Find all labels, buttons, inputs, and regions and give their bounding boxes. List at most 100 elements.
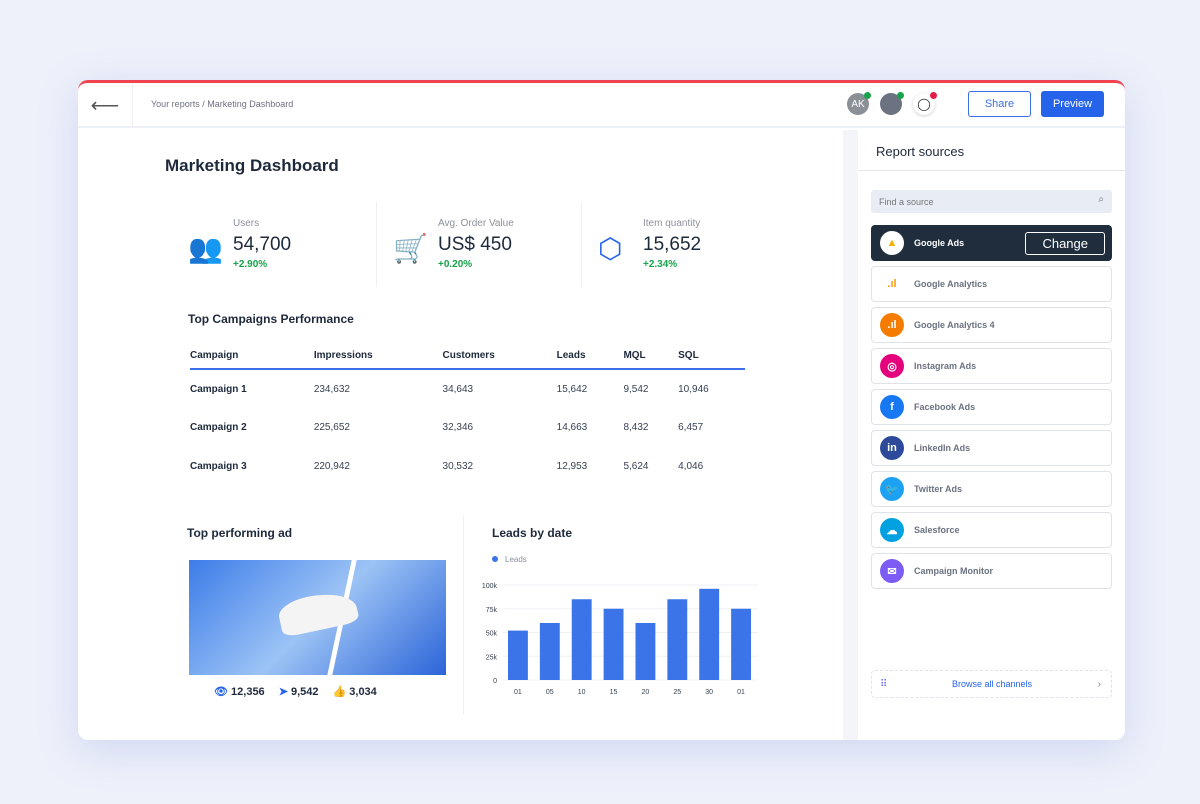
- table-cell: 15,642: [556, 383, 588, 395]
- divider: [376, 202, 377, 287]
- change-source-button[interactable]: Change: [1025, 231, 1105, 255]
- table-cell: Campaign 1: [190, 383, 247, 395]
- table-cell: 6,457: [678, 422, 704, 433]
- users-icon: 👥: [188, 233, 223, 264]
- top-ad-title: Top performing ad: [187, 526, 293, 540]
- table-row: Campaign 2 225,652 32,346 14,663 8,432 6,457: [190, 408, 745, 447]
- panel-title: Report sources: [876, 144, 965, 159]
- breadcrumb[interactable]: Your reports / Marketing Dashboard: [151, 99, 294, 109]
- report-sources-panel: Report sources ⌕ ▲ Google Ads Change .ıl…: [858, 130, 1125, 740]
- kpi-card: 👥 Users 54,700 +2.90%: [188, 218, 292, 270]
- source-logo-icon: ☁: [880, 518, 904, 542]
- source-item[interactable]: ☁ Salesforce: [871, 512, 1112, 548]
- source-item[interactable]: ◎ Instagram Ads: [871, 348, 1112, 384]
- back-arrow-icon[interactable]: ⟵: [78, 83, 133, 128]
- bar: [667, 599, 688, 680]
- x-tick-label: 01: [737, 689, 745, 696]
- source-item[interactable]: ✉ Campaign Monitor: [871, 553, 1112, 589]
- source-item[interactable]: .ıl Google Analytics 4: [871, 307, 1112, 343]
- campaigns-table: Campaign Impressions Customers Leads MQL SQL C…: [190, 342, 745, 486]
- column-header[interactable]: Campaign: [190, 342, 314, 370]
- page-title: Marketing Dashboard: [165, 156, 339, 175]
- table-cell: 10,946: [678, 383, 709, 395]
- source-item[interactable]: ▲ Google Ads Change: [871, 225, 1112, 261]
- column-header[interactable]: MQL: [623, 342, 679, 370]
- top-bar: ⟵ Your reports / Marketing Dashboard AK …: [78, 83, 1125, 128]
- share-button[interactable]: Share: [968, 91, 1031, 117]
- table-cell: 234,632: [313, 383, 350, 395]
- preview-button[interactable]: Preview: [1041, 91, 1104, 117]
- table-cell: 8,432: [623, 422, 649, 433]
- table-cell: 9,542: [623, 383, 649, 395]
- column-header[interactable]: Impressions: [313, 342, 443, 370]
- leads-bar-chart: 0 25k 50k 75k 100k 01 05 10 15 20 25 30 01: [482, 583, 758, 696]
- bar: [603, 608, 624, 680]
- y-tick-label: 75k: [486, 607, 498, 614]
- online-dot: [897, 92, 904, 99]
- eye-icon: 👁: [214, 686, 228, 698]
- table-row: Campaign 3 220,942 30,532 12,953 5,624 4,046: [190, 447, 745, 486]
- divider: [581, 202, 582, 287]
- bar: [635, 623, 656, 680]
- bar: [699, 588, 720, 680]
- views-stat: 👁 12,356: [214, 686, 265, 698]
- column-header[interactable]: SQL: [678, 342, 745, 370]
- divider: [858, 170, 1125, 171]
- table-row: Campaign 1 234,632 34,643 15,642 9,542 10,946: [190, 369, 745, 408]
- x-tick-label: 20: [642, 689, 650, 696]
- browse-channels-button[interactable]: ⠿ Browse all channels ›: [871, 670, 1112, 698]
- table-cell: Campaign 3: [190, 461, 247, 472]
- source-logo-icon: 🐦: [880, 477, 904, 501]
- x-tick-label: 30: [705, 689, 713, 696]
- y-tick-label: 100k: [482, 583, 498, 590]
- table-cell: 4,046: [678, 461, 704, 472]
- cart-icon: 🛒: [393, 233, 428, 264]
- send-icon: ➤: [278, 686, 288, 698]
- source-item[interactable]: 🐦 Twitter Ads: [871, 471, 1112, 507]
- source-logo-icon: ◎: [880, 354, 904, 378]
- ad-image[interactable]: [189, 560, 446, 675]
- kpi-card: 🛒 Avg. Order Value US$ 450 +0.20%: [393, 218, 514, 270]
- table-cell: 225,652: [313, 422, 350, 433]
- report-window: ⟵ Your reports / Marketing Dashboard AK …: [78, 80, 1125, 740]
- bar: [539, 623, 560, 680]
- source-logo-icon: .ıl: [887, 278, 897, 290]
- y-tick-label: 0: [493, 678, 497, 685]
- likes-stat: 👍 3,034: [332, 686, 377, 698]
- campaigns-title: Top Campaigns Performance: [188, 312, 354, 326]
- x-tick-label: 10: [578, 689, 586, 696]
- box-icon: ⬡: [598, 233, 623, 264]
- source-item[interactable]: .ıl Google Analytics: [871, 266, 1112, 302]
- avatar-photo[interactable]: [880, 92, 904, 115]
- bar: [508, 630, 528, 680]
- source-search-input[interactable]: [871, 190, 1081, 213]
- comment-icon[interactable]: ◯: [913, 92, 937, 115]
- source-logo-icon: f: [880, 395, 904, 419]
- x-tick-label: 25: [673, 689, 681, 696]
- source-item[interactable]: f Facebook Ads: [871, 389, 1112, 425]
- source-logo-icon: ▲: [880, 231, 904, 255]
- table-cell: 32,346: [442, 422, 474, 433]
- panel-separator: [843, 130, 858, 740]
- column-header[interactable]: Customers: [442, 342, 557, 370]
- bar: [571, 599, 592, 680]
- x-tick-label: 05: [546, 689, 554, 696]
- column-header[interactable]: Leads: [556, 342, 624, 370]
- chart-title: Leads by date: [492, 526, 573, 540]
- shares-stat: ➤ 9,542: [278, 686, 319, 698]
- x-tick-label: 15: [610, 689, 618, 696]
- table-cell: 220,942: [313, 461, 350, 472]
- avatar[interactable]: AK: [847, 92, 871, 115]
- thumbs-up-icon: 👍: [332, 686, 347, 698]
- dashboard-canvas: Marketing Dashboard 👥 Users 54,700 +2.90…: [78, 130, 843, 740]
- table-cell: 34,643: [442, 383, 474, 395]
- x-tick-label: 01: [514, 689, 522, 696]
- table-cell: 12,953: [556, 461, 588, 472]
- source-item[interactable]: in LinkedIn Ads: [871, 430, 1112, 466]
- divider: [463, 515, 464, 715]
- table-cell: 14,663: [556, 422, 588, 433]
- source-logo-icon: .ıl: [880, 313, 904, 337]
- source-search[interactable]: ⌕: [871, 190, 1112, 213]
- y-tick-label: 25k: [486, 654, 498, 661]
- source-logo-icon: ✉: [880, 559, 904, 583]
